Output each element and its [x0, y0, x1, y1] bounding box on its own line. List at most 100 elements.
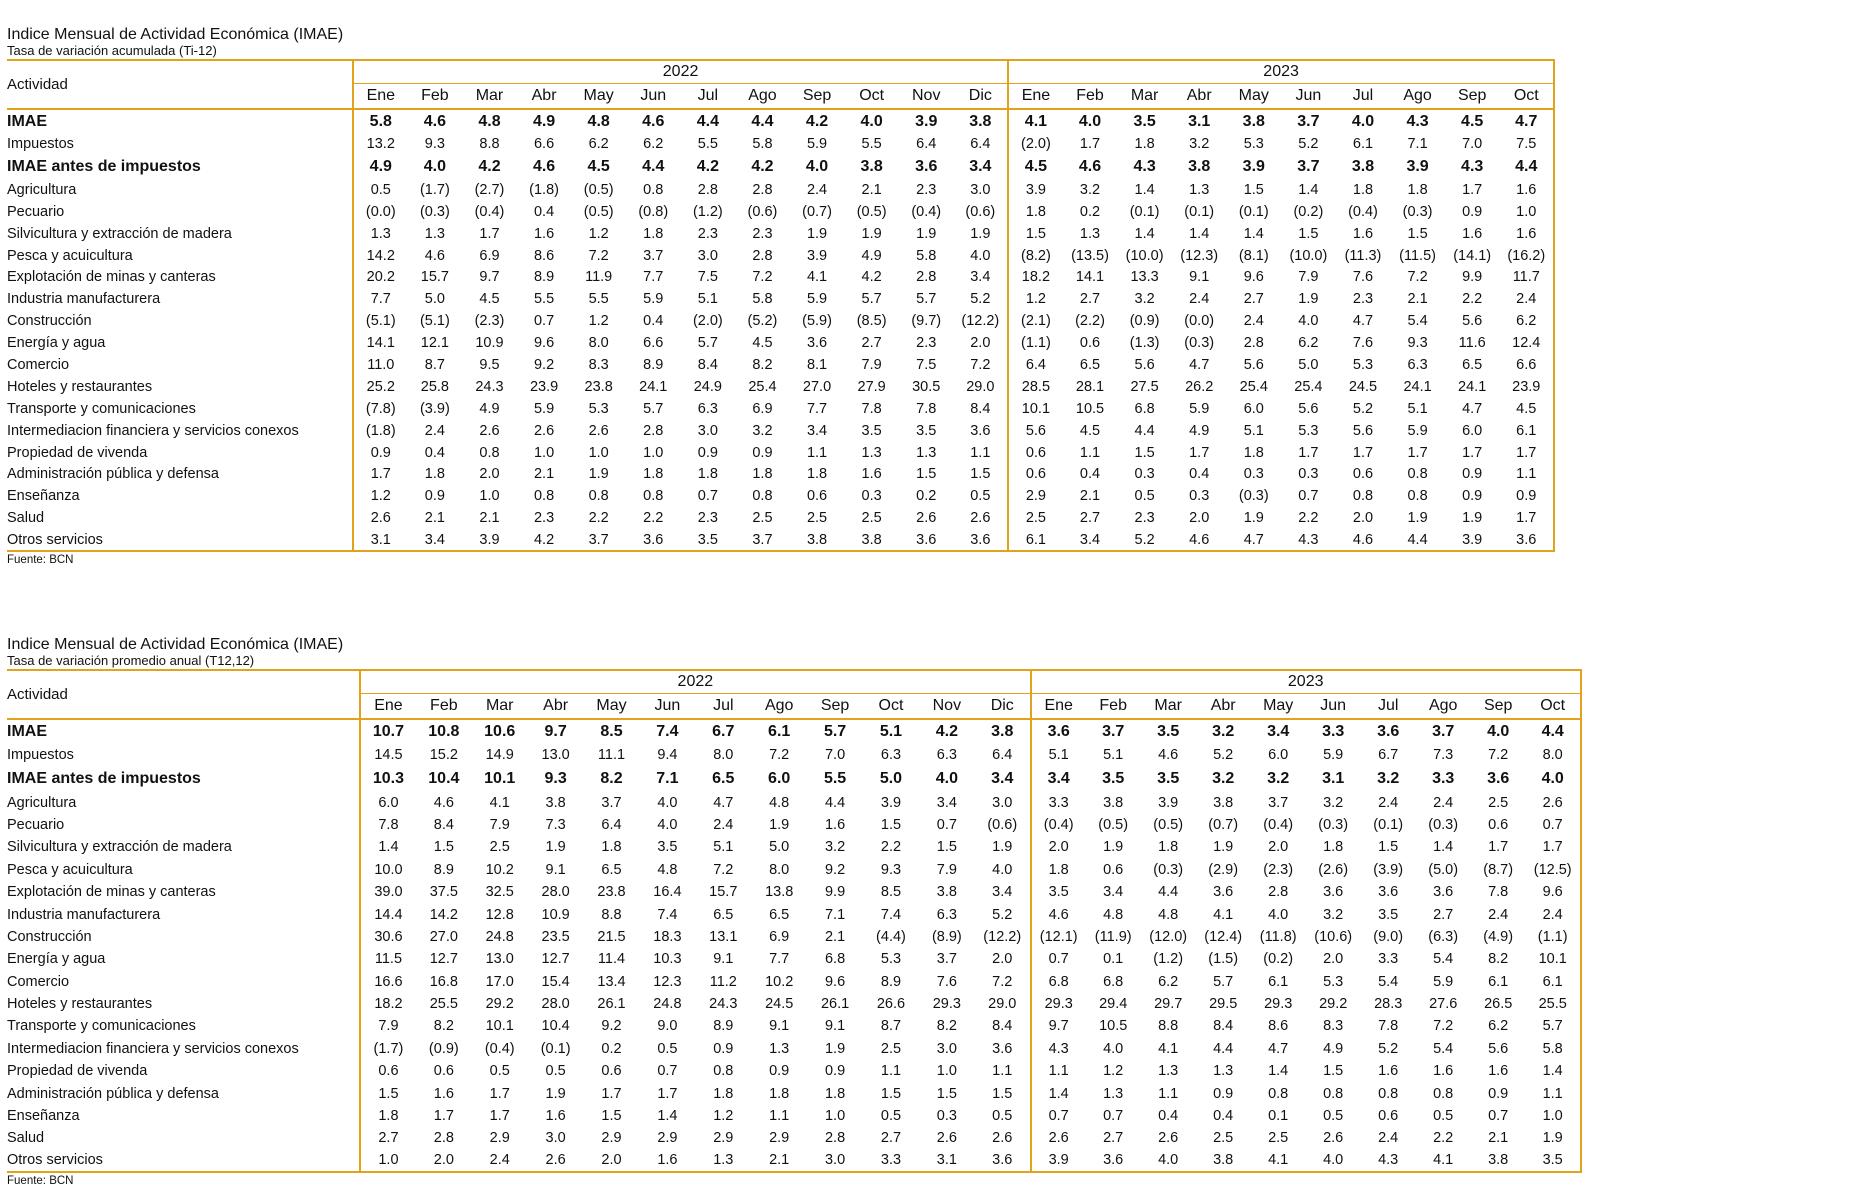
value-cell: 5.4 [1433, 1040, 1454, 1057]
value-cell: 7.8 [916, 400, 937, 417]
value-cell: 0.6 [1007, 441, 1063, 464]
value-cell: 25.2 [352, 375, 408, 398]
value-cell: 11.9 [585, 269, 613, 286]
value-cell: (0.2) [1293, 203, 1324, 220]
value-cell: (1.1) [1007, 332, 1063, 355]
value-cell: 4.3 [1461, 157, 1484, 175]
row-label: IMAE antes de impuestos [7, 157, 201, 175]
row-label: Hoteles y restaurantes [7, 996, 153, 1013]
value-cell: 1.5 [1007, 222, 1063, 245]
value-cell: 2.9 [713, 1130, 734, 1147]
value-cell: 3.5 [916, 422, 937, 439]
value-cell: 11.6 [1458, 335, 1486, 352]
value-cell: (2.9) [1208, 861, 1239, 878]
value-cell: 0.7 [1488, 1108, 1509, 1125]
value-cell: (10.0) [1125, 247, 1164, 264]
value-cell: 0.3 [1189, 488, 1210, 505]
value-cell: 1.8 [601, 839, 622, 856]
value-cell: 29.2 [485, 996, 514, 1013]
value-cell: 5.6 [1352, 422, 1374, 439]
value-cell: 2.0 [415, 1149, 472, 1174]
value-cell: 0.3 [936, 1108, 957, 1125]
value-cell: 5.1 [1103, 747, 1124, 764]
value-cell: 6.9 [479, 247, 500, 264]
month-header: Jul [695, 693, 752, 720]
value-cell: 26.6 [876, 996, 906, 1013]
month-header: Ago [1390, 83, 1445, 110]
table-row: Construcción 30.6 27.0 24.8 23.5 21.5 18.3 13.1… [7, 925, 1582, 949]
value-cell: 1.1 [1525, 1082, 1582, 1105]
value-cell: 4.8 [587, 112, 610, 130]
value-cell: 3.2 [1212, 723, 1235, 740]
value-cell: 24.3 [709, 996, 738, 1013]
value-cell: 7.1 [1407, 135, 1428, 152]
value-cell: 4.4 [1158, 884, 1179, 901]
value-cell: 6.8 [1103, 973, 1124, 990]
row-label: Hoteles y restaurantes [7, 378, 153, 395]
value-cell: 4.5 [1499, 397, 1556, 420]
value-cell: 0.1 [1103, 951, 1124, 968]
value-cell: 28.0 [541, 996, 570, 1013]
value-cell: 0.9 [1462, 466, 1483, 483]
value-cell: (0.1) [1184, 203, 1215, 220]
row-label: Silvicultura y extracción de madera [7, 225, 232, 242]
row-label: Salud [7, 510, 45, 527]
table-title: Indice Mensual de Actividad Económica (I… [7, 636, 344, 653]
table-row: Comercio 11.0 8.7 9.5 9.2 8.3 8.9 8.4 8.2 8.1 7.9 7… [7, 354, 1556, 376]
value-cell: 3.2 [1189, 135, 1210, 152]
value-cell: 8.4 [433, 816, 454, 833]
value-cell: 4.0 [1525, 766, 1582, 792]
value-cell: 3.8 [1351, 157, 1375, 175]
value-cell: 14.4 [359, 903, 416, 926]
value-cell: 6.2 [643, 135, 664, 152]
value-cell: 29.5 [1209, 996, 1238, 1013]
value-cell: 2.4 [1525, 903, 1582, 926]
value-cell: 5.8 [916, 247, 937, 264]
value-cell: 2.0 [992, 951, 1013, 968]
value-cell: 1.6 [824, 816, 846, 833]
value-cell: 3.6 [1487, 769, 1510, 787]
value-cell: 1.8 [824, 1085, 846, 1102]
row-label: Enseñanza [7, 1108, 80, 1125]
value-cell: 7.6 [1352, 269, 1374, 286]
value-cell: (3.9) [1373, 861, 1404, 878]
value-cell: 2.7 [861, 335, 882, 352]
value-cell: 9.6 [1525, 880, 1582, 904]
value-cell: 3.4 [991, 769, 1014, 787]
value-cell: 1.4 [1243, 225, 1264, 242]
value-cell: 7.2 [752, 269, 773, 286]
value-cell: 1.5 [880, 1085, 902, 1102]
value-cell: 4.6 [1029, 903, 1086, 926]
value-cell: 3.6 [915, 157, 938, 175]
value-cell: (2.0) [692, 313, 723, 330]
value-cell: 6.1 [768, 723, 791, 740]
value-cell: 6.1 [1352, 135, 1374, 152]
value-cell: 8.4 [970, 400, 991, 417]
value-cell: 1.5 [1407, 225, 1428, 242]
value-cell: 6.3 [936, 906, 957, 923]
value-cell: 26.1 [597, 996, 626, 1013]
row-label: Salud [7, 1130, 45, 1147]
value-cell: 1.8 [1007, 200, 1063, 223]
value-cell: 3.5 [861, 422, 882, 439]
value-cell: 5.0 [424, 291, 445, 308]
month-header: Jul [1335, 83, 1391, 110]
value-cell: 2.0 [1029, 836, 1086, 859]
value-cell: 3.8 [969, 112, 992, 130]
value-cell: 8.9 [713, 1018, 734, 1035]
table-row: Propiedad de vivenda 0.6 0.6 0.5 0.5 0.6 0.7 0.… [7, 1060, 1582, 1083]
value-cell: 24.9 [693, 378, 722, 395]
value-cell: 1.6 [433, 1085, 454, 1102]
value-cell: 5.6 [1134, 356, 1155, 373]
month-header: Ene [1007, 83, 1063, 110]
value-cell: 1.0 [1499, 200, 1556, 223]
value-cell: 6.8 [1134, 400, 1155, 417]
value-cell: 4.0 [1351, 112, 1375, 130]
value-cell: 2.6 [936, 1130, 957, 1147]
value-cell: 2.5 [1007, 507, 1063, 530]
value-cell: 6.4 [992, 747, 1013, 764]
value-cell: 3.8 [1195, 1149, 1251, 1174]
value-cell: 24.1 [1458, 378, 1487, 395]
value-cell: 1.9 [824, 1040, 846, 1057]
value-cell: 26.1 [820, 996, 850, 1013]
